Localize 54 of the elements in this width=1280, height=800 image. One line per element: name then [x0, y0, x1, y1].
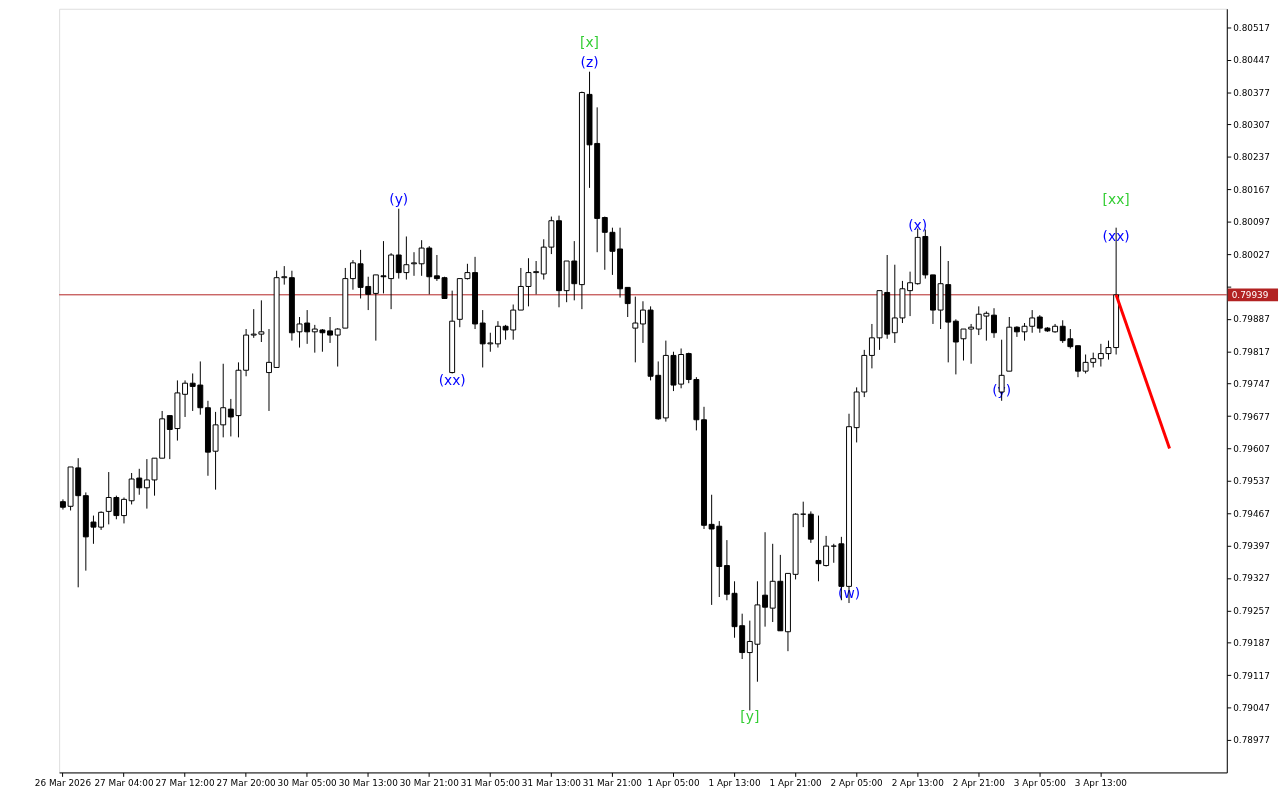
y-tick-label: 0.79117 — [1233, 670, 1270, 681]
x-tick-label: 1 Apr 05:00 — [647, 777, 700, 788]
annotation: (xx) — [438, 372, 466, 389]
x-tick-label: 30 Mar 13:00 — [338, 777, 399, 788]
y-tick-label: 0.79257 — [1233, 605, 1270, 616]
annotation: (x) — [908, 217, 928, 234]
x-tick-label: 1 Apr 21:00 — [769, 777, 823, 788]
y-tick-label: 0.79327 — [1233, 573, 1270, 584]
y-tick-label: 0.80167 — [1233, 184, 1270, 195]
y-tick-label: 0.79817 — [1233, 346, 1270, 357]
annotation: (z) — [580, 53, 599, 70]
x-tick-label: 2 Apr 21:00 — [952, 777, 1006, 788]
y-tick-label: 0.80517 — [1233, 22, 1270, 33]
y-tick-label: 0.79467 — [1233, 508, 1270, 519]
x-tick-label: 27 Mar 04:00 — [94, 777, 154, 788]
x-tick-label: 26 Mar 2026 — [34, 777, 92, 788]
x-tick-label: 31 Mar 05:00 — [460, 777, 521, 788]
x-tick-label: 2 Apr 05:00 — [830, 777, 884, 788]
annotation: [xx] — [1102, 190, 1130, 207]
x-tick-label: 2 Apr 13:00 — [891, 777, 945, 788]
candlestick — [632, 296, 639, 363]
x-tick-label: 3 Apr 05:00 — [1013, 777, 1067, 788]
x-tick-label: 31 Mar 21:00 — [582, 777, 643, 788]
x-tick-label: 30 Mar 05:00 — [277, 777, 338, 788]
annotation: [y] — [740, 708, 760, 725]
candlestick — [830, 543, 837, 564]
y-tick-label: 0.79677 — [1233, 411, 1270, 422]
y-tick-label: 0.78977 — [1233, 735, 1270, 746]
y-tick-label: 0.79047 — [1233, 703, 1270, 714]
y-tick-label: 0.80307 — [1233, 119, 1270, 130]
y-tick-label: 0.80097 — [1233, 217, 1270, 228]
y-tick-label: 0.79397 — [1233, 541, 1270, 552]
x-tick-label: 31 Mar 13:00 — [521, 777, 582, 788]
candlestick — [624, 286, 631, 318]
x-tick-label: 27 Mar 20:00 — [216, 777, 277, 788]
ref-line-label: 0.79939 — [1231, 289, 1269, 300]
candlestick — [411, 251, 417, 277]
x-tick-label: 30 Mar 21:00 — [399, 777, 460, 788]
x-tick-label: 27 Mar 12:00 — [155, 777, 215, 788]
y-tick-label: 0.79187 — [1233, 638, 1270, 649]
x-tick-label: 3 Apr 13:00 — [1074, 777, 1128, 788]
y-tick-label: 0.80377 — [1233, 87, 1270, 98]
y-tick-label: 0.79747 — [1233, 379, 1270, 390]
y-tick-label: 0.80237 — [1233, 152, 1270, 163]
annotation: (y) — [389, 190, 409, 207]
candlestick — [266, 328, 272, 412]
annotation: [x] — [580, 34, 599, 51]
y-tick-label: 0.79537 — [1233, 476, 1270, 487]
y-tick-label: 0.80027 — [1233, 249, 1270, 260]
y-tick-label: 0.80447 — [1233, 55, 1270, 66]
x-tick-label: 1 Apr 13:00 — [708, 777, 761, 788]
y-tick-label: 0.79887 — [1233, 314, 1270, 325]
candlestick — [121, 497, 127, 524]
y-tick-label: 0.79607 — [1233, 443, 1270, 454]
